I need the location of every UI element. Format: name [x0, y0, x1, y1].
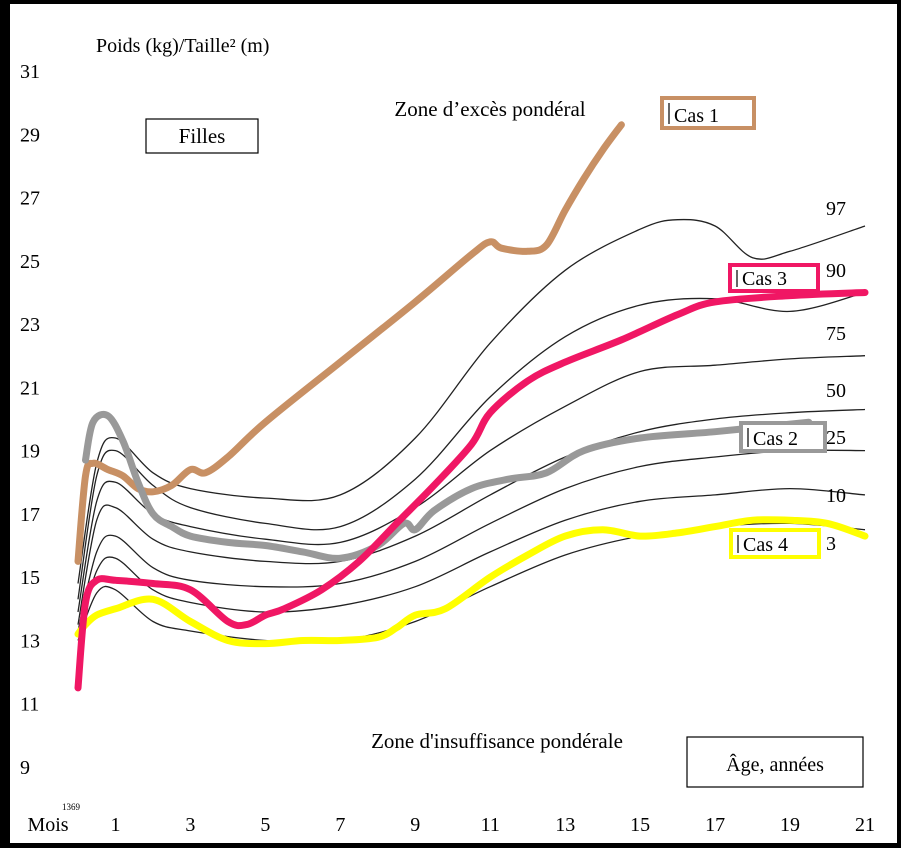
y-axis-ticks: 9 11 13 15 17 19 21 23 25 27 29 31	[20, 61, 40, 779]
percentile-label-3: 3	[826, 533, 836, 555]
y-tick-label: 25	[20, 251, 40, 273]
x-tick-label: 21	[855, 814, 875, 836]
x-tick-label: 13	[555, 814, 575, 836]
x-tick-note: 1369	[62, 802, 81, 812]
x-tick-label: 19	[780, 814, 800, 836]
case-curves	[74, 121, 869, 692]
cas-3-label-box	[728, 263, 820, 293]
x-tick-label: Mois	[27, 814, 68, 836]
series-line-cas-3	[74, 289, 869, 692]
percentile-line-10	[77, 487, 866, 638]
y-tick-label: 9	[20, 757, 30, 779]
cas-1-legend-label: Cas 1	[674, 105, 719, 127]
cas-2-label-box	[739, 421, 827, 453]
x-tick-label: 3	[185, 814, 195, 836]
y-tick-label: 15	[20, 567, 40, 589]
chart-title: Poids (kg)/Taille² (m)	[96, 35, 269, 57]
percentile-line-50	[77, 408, 866, 625]
x-tick-label: 15	[630, 814, 650, 836]
percentile-line-90	[77, 291, 866, 600]
zone-excess-label: Zone d’excès pondéral	[394, 97, 585, 121]
case-labels: Cas 1 Cas 2 Cas 3 Cas 4	[660, 96, 827, 559]
x-tick-label: 5	[260, 814, 270, 836]
percentile-label-10: 10	[826, 485, 846, 507]
percentile-line-25	[77, 449, 866, 632]
y-tick-label: 31	[20, 61, 40, 83]
group-label-box	[145, 118, 259, 154]
cas-4-label-box	[729, 528, 821, 559]
series-line-cas-1	[74, 121, 625, 565]
zone-insufficient-label: Zone d'insuffisance pondérale	[371, 729, 623, 753]
y-tick-label: 19	[20, 441, 40, 463]
age-label-box	[686, 736, 864, 788]
x-tick-label: 7	[335, 814, 345, 836]
y-tick-label: 13	[20, 630, 40, 652]
y-tick-label: 11	[20, 694, 39, 716]
percentile-label-75: 75	[826, 323, 846, 345]
cas-2-legend-label: Cas 2	[753, 428, 798, 450]
y-tick-label: 27	[20, 188, 40, 210]
x-tick-label: 9	[410, 814, 420, 836]
y-tick-label: 29	[20, 124, 40, 146]
series-line-cas-2	[82, 410, 813, 562]
group-label: Filles	[179, 124, 226, 148]
cas-4-legend-label: Cas 4	[743, 534, 788, 556]
percentile-label-25: 25	[826, 427, 846, 449]
x-tick-label: 11	[481, 814, 500, 836]
percentile-label-50: 50	[826, 380, 846, 402]
y-tick-label: 21	[20, 377, 40, 399]
chart-labels: Poids (kg)/Taille² (m) Filles Zone d’exc…	[96, 35, 864, 788]
cas-1-label-box	[660, 96, 756, 130]
percentile-label-90: 90	[826, 260, 846, 282]
cas-3-legend-label: Cas 3	[742, 268, 787, 290]
percentile-line-75	[77, 355, 866, 613]
x-axis-label: Âge, années	[726, 753, 824, 776]
percentile-label-97: 97	[826, 198, 846, 220]
y-tick-label: 17	[20, 504, 40, 526]
y-tick-label: 23	[20, 314, 40, 336]
series-line-cas-4	[74, 516, 869, 648]
x-tick-label: 17	[705, 814, 725, 836]
x-tick-label: 1	[110, 814, 120, 836]
